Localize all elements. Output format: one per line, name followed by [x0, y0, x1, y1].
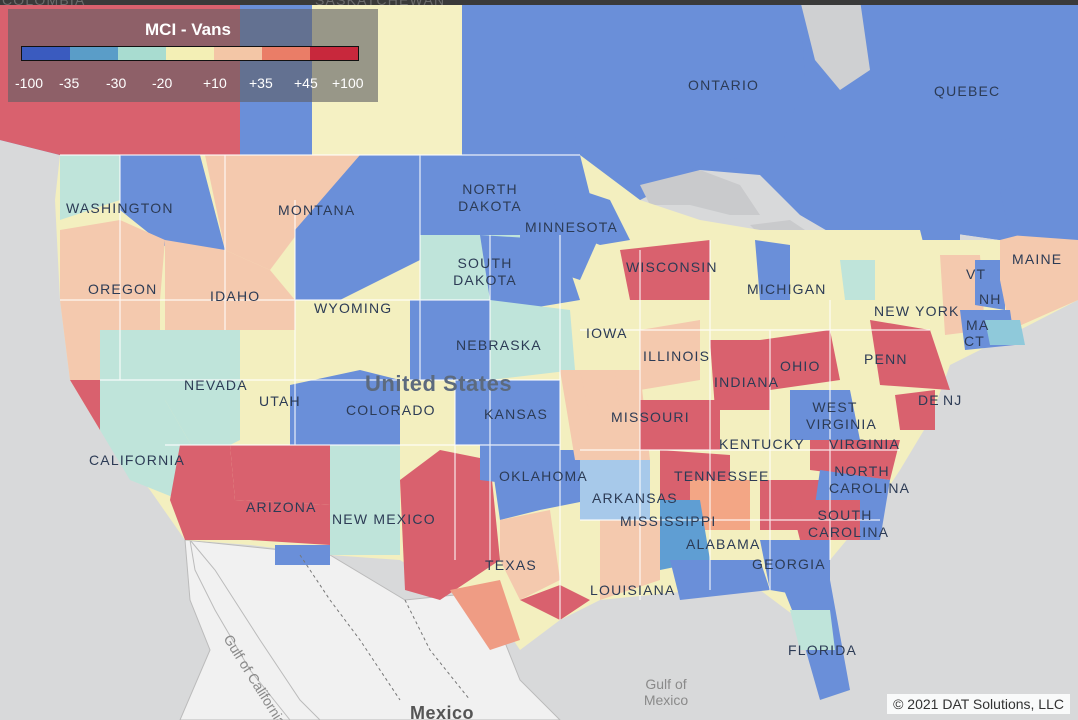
legend-swatch	[214, 47, 262, 60]
region-label-maine: MAINE	[1012, 251, 1063, 267]
legend-title: MCI - Vans	[145, 20, 231, 39]
region-label-louisiana: LOUISIANA	[590, 582, 676, 598]
legend-tick: -30	[106, 75, 127, 91]
region-label-virginia: VIRGINIA	[829, 436, 901, 452]
legend-swatch	[310, 47, 358, 60]
country-label-mexico: Mexico	[410, 703, 475, 720]
legend-tick: +100	[332, 75, 364, 91]
legend-swatch	[262, 47, 310, 60]
region-label-ct: CT	[964, 333, 986, 349]
region-label-ontario: ONTARIO	[688, 77, 760, 93]
region-label-idaho: IDAHO	[210, 288, 261, 304]
region-label-kentucky: KENTUCKY	[719, 436, 805, 452]
region-label-mississippi: MISSISSIPPI	[620, 513, 717, 529]
region-label-utah: UTAH	[259, 393, 301, 409]
legend-swatch	[118, 47, 166, 60]
region-label-texas: TEXAS	[485, 557, 537, 573]
region-label-west-virginia: WEST VIRGINIA	[806, 399, 878, 432]
region-label-wyoming: WYOMING	[314, 300, 393, 316]
region-label-minnesota: MINNESOTA	[525, 219, 618, 235]
region-label-ohio: OHIO	[780, 358, 821, 374]
region-label-north-carolina: NORTH CAROLINA	[829, 463, 911, 496]
region-label-washington: WASHINGTON	[66, 200, 174, 216]
region-label-michigan: MICHIGAN	[747, 281, 827, 297]
region-label-de: DE	[918, 392, 940, 408]
region-label-vt: VT	[966, 266, 987, 282]
region-label-nh: NH	[979, 291, 1002, 307]
region-label-tennessee: TENNESSEE	[674, 468, 770, 484]
region-label-georgia: GEORGIA	[752, 556, 826, 572]
region-label-south-dakota: SOUTH DAKOTA	[453, 255, 517, 288]
region-label-nj: NJ	[943, 392, 963, 408]
country-label-united-states: United States	[365, 371, 513, 396]
water-label-gulf-of-mexico: Gulf of Mexico	[643, 676, 689, 708]
region-label-indiana: INDIANA	[714, 374, 780, 390]
region-label-south-carolina: SOUTH CAROLINA	[808, 507, 890, 540]
region-label-colombia: COLOMBIA	[2, 0, 86, 8]
region-label-new-mexico: NEW MEXICO	[332, 511, 436, 527]
legend-color-bar	[21, 46, 359, 61]
legend-swatch	[22, 47, 70, 60]
region-label-arkansas: ARKANSAS	[592, 490, 678, 506]
region-label-california: CALIFORNIA	[89, 452, 186, 468]
legend-tick: -35	[59, 75, 80, 91]
region-label-saskatchewan: SASKATCHEWAN	[315, 0, 446, 8]
legend-tick: +10	[203, 75, 227, 91]
top-bar	[0, 0, 1078, 5]
region-label-illinois: ILLINOIS	[643, 348, 711, 364]
region-label-kansas: KANSAS	[484, 406, 548, 422]
region-label-oklahoma: OKLAHOMA	[499, 468, 588, 484]
region-label-ma: MA	[966, 317, 990, 333]
legend-swatch	[166, 47, 214, 60]
region-label-oregon: OREGON	[88, 281, 158, 297]
legend-swatch	[70, 47, 118, 60]
region-label-penn: PENN	[864, 351, 908, 367]
region-label-quebec: QUEBEC	[934, 83, 1001, 99]
region-label-florida: FLORIDA	[788, 642, 858, 658]
region-label-new-york: NEW YORK	[874, 303, 960, 319]
region-label-nebraska: NEBRASKA	[456, 337, 542, 353]
legend-tick: -20	[152, 75, 173, 91]
region-label-nevada: NEVADA	[184, 377, 248, 393]
region-label-missouri: MISSOURI	[611, 409, 690, 425]
legend-tick: +45	[294, 75, 318, 91]
copyright-notice: © 2021 DAT Solutions, LLC	[887, 694, 1070, 714]
legend-tick: -100	[15, 75, 44, 91]
region-label-arizona: ARIZONA	[246, 499, 317, 515]
legend-tick: +35	[249, 75, 273, 91]
region-label-wisconsin: WISCONSIN	[626, 259, 718, 275]
region-label-montana: MONTANA	[278, 202, 356, 218]
region-label-north-dakota: NORTH DAKOTA	[458, 181, 522, 214]
legend-panel: MCI - Vans -100 -35 -30 -20 +10 +35 +45 …	[8, 9, 378, 102]
region-label-alabama: ALABAMA	[686, 536, 761, 552]
region-label-iowa: IOWA	[586, 325, 628, 341]
region-label-colorado: COLORADO	[346, 402, 436, 418]
